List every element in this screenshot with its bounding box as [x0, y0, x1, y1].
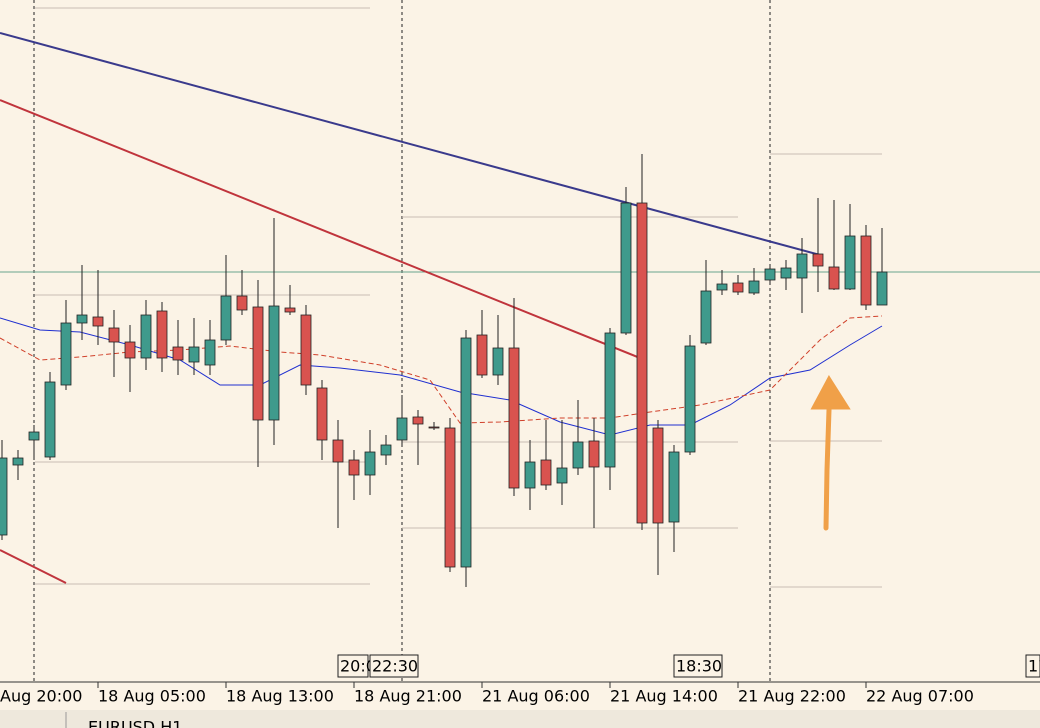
candle-body — [28, 431, 40, 441]
candle-body — [588, 440, 600, 468]
candle-body — [716, 283, 728, 291]
candle-body — [668, 451, 680, 523]
x-tick-label: 22 Aug 07:00 — [866, 687, 974, 706]
candle-body — [780, 267, 792, 279]
time-marker-box — [369, 654, 419, 678]
candle-body — [540, 459, 552, 486]
candle-body — [316, 387, 328, 441]
candle-body — [812, 253, 824, 267]
candle-body — [748, 280, 760, 294]
candle-body — [0, 457, 8, 536]
candle-body — [124, 341, 136, 359]
candle-body — [828, 266, 840, 290]
candle-body — [300, 314, 312, 386]
x-tick-label: 18 Aug 13:00 — [226, 687, 334, 706]
x-tick-label: 21 Aug 22:00 — [738, 687, 846, 706]
candle-body — [444, 427, 456, 568]
x-tick-label: 18 Aug 21:00 — [354, 687, 462, 706]
candle-body — [636, 202, 648, 524]
annotation-arrow-head — [810, 375, 851, 410]
x-tick-label: 18 Aug 05:00 — [98, 687, 206, 706]
candle-body — [732, 282, 744, 293]
trend-line — [0, 99, 641, 359]
candle-body — [188, 346, 200, 363]
x-tick-label: 21 Aug 14:00 — [610, 687, 718, 706]
candle-body — [844, 235, 856, 290]
tab-label[interactable]: EURUSD,H1 — [88, 718, 182, 728]
candle-body — [876, 271, 888, 306]
candle-body — [396, 417, 408, 441]
candle-body — [428, 426, 440, 429]
candle-body — [172, 346, 184, 361]
time-marker-box — [1025, 654, 1040, 678]
candle-body — [108, 327, 120, 343]
moving-average — [0, 315, 883, 424]
candle-body — [524, 461, 536, 489]
candle-body — [220, 295, 232, 341]
x-tick-label: 21 Aug 06:00 — [482, 687, 590, 706]
candle-body — [76, 314, 88, 324]
candle-body — [764, 268, 776, 281]
candle-body — [684, 345, 696, 453]
time-marker: 18:30 — [676, 657, 722, 676]
candle-body — [140, 314, 152, 359]
time-marker: 17 — [1028, 657, 1040, 676]
candle-body — [700, 290, 712, 344]
candle-body — [572, 441, 584, 469]
candle-body — [556, 467, 568, 484]
candle-body — [620, 202, 632, 334]
candle-body — [284, 307, 296, 313]
candle-body — [44, 381, 56, 458]
candle-body — [12, 457, 24, 466]
plot: 20:022:30 18:30 17 Aug 20:00 18 Aug 05:00 18 … — [0, 0, 1040, 706]
candle-body — [508, 347, 520, 489]
candle-body — [236, 295, 248, 311]
candle-body — [460, 337, 472, 568]
tab-bar — [0, 710, 1040, 728]
candle-body — [252, 306, 264, 421]
candle-body — [412, 416, 424, 425]
candle-body — [348, 459, 360, 476]
candle-body — [364, 451, 376, 476]
candle-body — [60, 322, 72, 386]
candle-body — [604, 332, 616, 468]
time-marker: 20:0 — [340, 657, 376, 676]
candle-body — [92, 316, 104, 327]
trend-line — [0, 32, 821, 256]
candle-body — [476, 334, 488, 376]
candle-body — [380, 444, 392, 456]
candle-body — [332, 439, 344, 463]
time-marker: 22:30 — [372, 657, 418, 676]
candle-body — [156, 310, 168, 359]
candle-body — [796, 253, 808, 279]
candle-body — [860, 235, 872, 306]
x-tick-label: Aug 20:00 — [0, 687, 82, 706]
candle-body — [268, 305, 280, 421]
candle-body — [492, 347, 504, 376]
trend-line — [0, 549, 67, 584]
candle-body — [204, 339, 216, 366]
time-marker-box — [673, 654, 723, 678]
time-marker-box — [337, 654, 369, 678]
candle-body — [652, 427, 664, 524]
